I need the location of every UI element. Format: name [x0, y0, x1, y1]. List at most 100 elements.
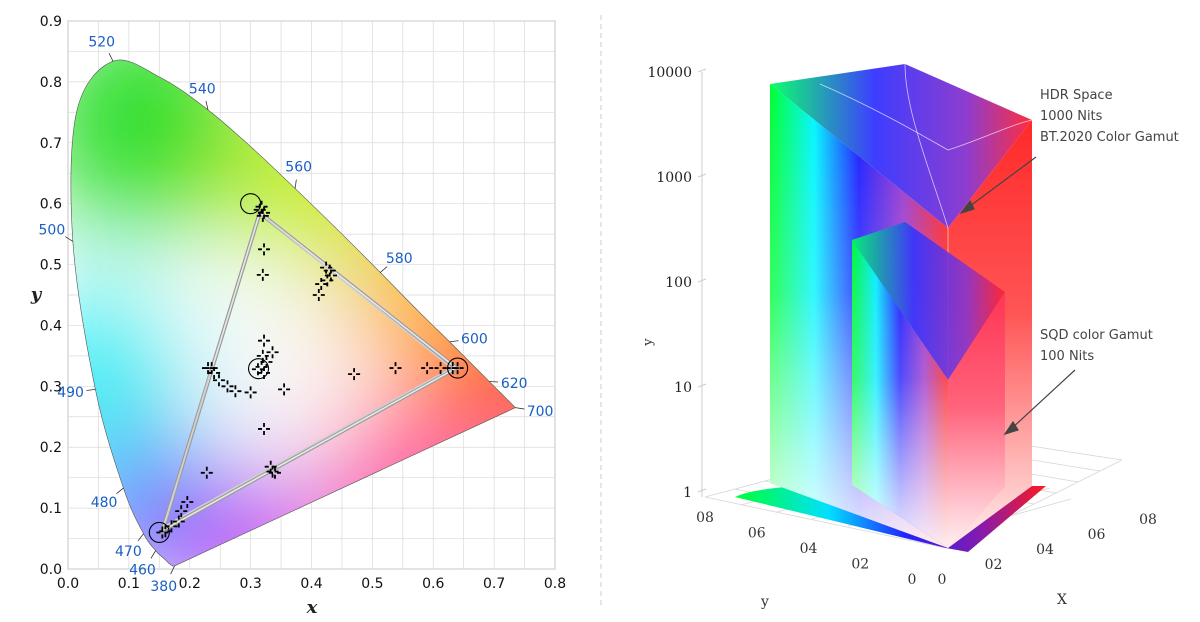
data-point: [256, 349, 269, 362]
data-point: [268, 466, 281, 479]
wavelength-ticks: [65, 52, 525, 575]
z-tick: [697, 488, 707, 493]
z-tick: [697, 68, 707, 73]
wavelength-tick: [116, 487, 124, 495]
x-floor-axis-label: X: [1057, 592, 1067, 608]
data-point: [255, 200, 268, 213]
data-point: [221, 380, 234, 393]
spectral-locus-outline: [70, 59, 516, 567]
wavelength-tick: [108, 52, 114, 62]
wavelength-label: 620: [501, 376, 528, 392]
data-point: [258, 334, 271, 347]
hdr-arrow: [959, 156, 1037, 215]
cie-chromaticity-chart: 380460470480490500520540560580600620700 …: [30, 14, 566, 618]
y-tick-label: 0.4: [40, 318, 62, 334]
wavelength-tick: [449, 340, 459, 343]
y-tick-label: 0.2: [40, 440, 62, 456]
x-tick-label: 0.1: [118, 576, 140, 592]
y-floor-tick-label: 04: [800, 541, 818, 557]
z-tick: [697, 383, 707, 388]
data-point: [258, 206, 271, 219]
y-floor-tick-label: 08: [696, 510, 714, 526]
wavelength-label: 470: [115, 544, 142, 560]
svg-text:BT.2020 Color Gamut: BT.2020 Color Gamut: [1040, 130, 1179, 145]
z-tick: [697, 278, 707, 283]
data-point: [208, 366, 221, 379]
wavelength-tick: [150, 550, 156, 559]
data-point: [323, 264, 336, 277]
data-point: [446, 362, 459, 375]
data-point: [266, 465, 279, 478]
data-point: [451, 362, 464, 375]
data-point: [205, 362, 218, 375]
wavelength-tick: [65, 236, 74, 242]
wavelength-label: 700: [527, 404, 554, 420]
data-point: [181, 496, 194, 509]
data-point: [200, 466, 213, 479]
y-tick-label: 0.3: [40, 379, 62, 395]
x-tick-label: 0.5: [361, 576, 383, 592]
data-point: [256, 209, 269, 222]
wavelength-label: 460: [129, 562, 156, 578]
data-point: [389, 362, 402, 375]
data-point: [260, 355, 273, 368]
wavelength-label: 600: [461, 332, 488, 348]
y-tick-label: 0.5: [40, 258, 62, 274]
y-tick-label: 0.9: [40, 14, 62, 30]
data-point: [256, 268, 269, 281]
sqd-arrow: [1003, 369, 1076, 436]
wavelength-tick: [170, 565, 175, 575]
wavelength-label: 580: [386, 251, 413, 267]
data-point: [348, 368, 361, 381]
data-point: [321, 274, 334, 287]
svg-text:1000 Nits: 1000 Nits: [1040, 109, 1103, 124]
y-floor-tick-label: 02: [851, 557, 869, 573]
data-point: [258, 243, 271, 256]
data-point: [229, 385, 242, 398]
data-point: [266, 346, 279, 359]
hdr-annotation: HDR Space 1000 Nits BT.2020 Color Gamut: [1040, 88, 1179, 145]
hdr-top-face: [770, 64, 1032, 228]
y-floor-axis-label: y: [760, 594, 769, 610]
wavelength-tick: [205, 101, 209, 110]
data-point: [202, 362, 215, 375]
x-tick-label: 0.7: [483, 576, 505, 592]
data-point: [172, 515, 185, 528]
sqd-annotation: SQD color Gamut 100 Nits: [1040, 328, 1153, 364]
data-point: [278, 383, 291, 396]
y-floor-tick-label: 0: [908, 572, 917, 588]
data-point: [212, 374, 225, 387]
data-point: [244, 386, 257, 399]
y-floor-tick-label: 06: [748, 526, 766, 542]
x-floor-tick-label: 06: [1088, 527, 1106, 543]
y-tick-label: 0.7: [40, 136, 62, 152]
wavelength-tick: [294, 179, 297, 189]
x-tick-label: 0.6: [422, 576, 444, 592]
circled-point: [240, 193, 262, 215]
wavelength-tick: [489, 381, 499, 383]
data-point: [258, 422, 271, 435]
x-floor-tick-label: 0: [938, 572, 947, 588]
wavelength-label: 490: [57, 385, 84, 401]
z-tick-labels: 10000 1000 100 10 1: [647, 65, 707, 501]
data-point: [264, 460, 277, 473]
wavelength-label: 480: [91, 495, 118, 511]
x-floor-tick-label: 08: [1139, 512, 1157, 528]
data-point: [312, 289, 325, 301]
svg-text:100 Nits: 100 Nits: [1040, 349, 1094, 364]
z-axis-label: y: [641, 338, 656, 347]
y-tick-label: 0.0: [40, 562, 62, 578]
data-point: [156, 526, 169, 539]
circled-primaries: [148, 193, 469, 544]
wavelength-label: 500: [39, 222, 66, 238]
data-point: [421, 362, 434, 375]
z-tick-label: 10: [674, 380, 692, 396]
x-tick-label: 0.3: [239, 576, 261, 592]
wavelength-label: 520: [88, 35, 115, 51]
z-tick-label: 100: [665, 275, 692, 291]
y-tick-labels: 0.0 0.1 0.2 0.3 0.4 0.5 0.6 0.7 0.8 0.9: [40, 14, 62, 578]
y-floor-tick-labels: 08 06 04 02 0: [696, 510, 916, 588]
measurement-points: [156, 200, 464, 539]
